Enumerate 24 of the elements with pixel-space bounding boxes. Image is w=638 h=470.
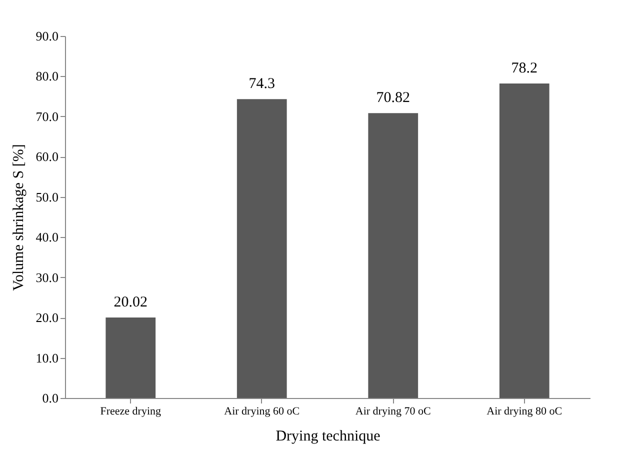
data-label: 70.82 (376, 90, 410, 106)
bar (106, 317, 156, 398)
y-tick-label: 80.0 (36, 68, 58, 84)
y-axis-title: Volume shrinkage S [%] (10, 144, 27, 291)
y-tick-label: 0.0 (42, 390, 58, 406)
y-tick-label: 30.0 (36, 270, 58, 285)
y-tick-label: 50.0 (36, 189, 58, 204)
x-tick-label: Air drying 80 oC (486, 406, 562, 418)
x-tick-label: Freeze drying (100, 406, 162, 418)
x-tick-label: Air drying 70 oC (355, 406, 431, 418)
bar (368, 113, 418, 398)
y-tick-label: 70.0 (36, 108, 58, 124)
y-tick-label: 60.0 (36, 149, 58, 164)
y-tick-label: 40.0 (36, 230, 58, 245)
x-axis-title: Drying technique (276, 428, 381, 444)
y-tick-label: 90.0 (36, 28, 58, 44)
bar (499, 83, 550, 398)
data-label: 78.2 (511, 60, 538, 76)
y-tick-label: 10.0 (36, 350, 58, 366)
y-tick-label: 20.0 (36, 310, 58, 326)
x-tick-label: Air drying 60 oC (224, 406, 300, 418)
data-label: 20.02 (114, 294, 148, 310)
data-label: 74.3 (248, 76, 275, 92)
bar (236, 99, 287, 398)
